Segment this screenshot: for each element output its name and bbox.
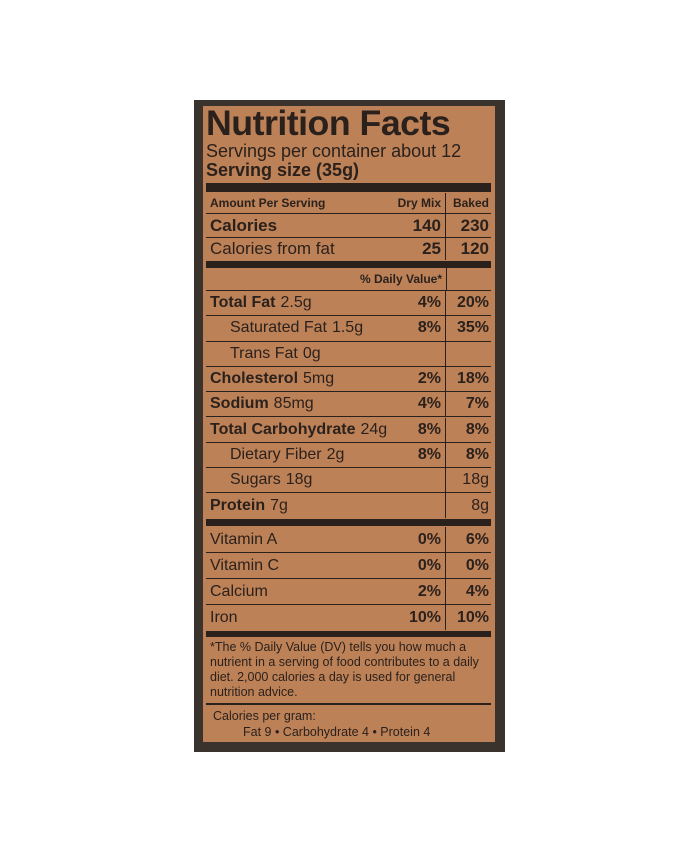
nutrient-name: Total Carbohydrate — [210, 420, 356, 438]
nutrient-amount: 0g — [302, 344, 321, 362]
vitamin-name: Vitamin A — [206, 531, 394, 549]
nutrient-row: Saturated Fat 1.5g 8% 35% — [206, 316, 491, 342]
baked-value: 18g — [462, 471, 489, 489]
calories-per-gram-label: Calories per gram: — [213, 709, 316, 723]
dry-mix-value: 0% — [394, 527, 446, 552]
nutrient-name: Total Fat — [210, 294, 276, 312]
divider — [206, 261, 491, 268]
vitamin-row: Iron 10% 10% — [206, 605, 491, 630]
baked-value: 10% — [456, 608, 489, 626]
calories-label: Calories — [210, 215, 278, 235]
dry-mix-value: 2% — [394, 366, 446, 392]
nutrient-row: Trans Fat 0g — [206, 341, 491, 367]
daily-value-header: % Daily Value* — [206, 268, 491, 291]
baked-value: 4% — [465, 582, 489, 600]
footnote: *The % Daily Value (DV) tells you how mu… — [210, 640, 479, 699]
nutrient-row: Protein 7g 8g — [206, 493, 491, 518]
amount-per-serving: Amount Per Serving — [210, 196, 326, 210]
dry-mix-value — [394, 493, 446, 518]
baked-value: 20% — [456, 294, 489, 312]
nutrient-amount: 5mg — [303, 370, 335, 388]
baked-value: 18% — [456, 370, 489, 388]
dry-mix-value: 0% — [394, 553, 446, 578]
label-title: Nutrition Facts — [206, 104, 451, 143]
baked-value: 7% — [465, 395, 489, 413]
nutrient-name: Vitamin C — [210, 556, 280, 574]
dry-mix-value: 4% — [394, 291, 446, 316]
divider — [206, 519, 491, 526]
nutrient-row: Sodium 85mg 4% 7% — [206, 392, 491, 418]
nutrient-name: Trans Fat 0g — [206, 345, 394, 363]
dry-mix-value: 10% — [394, 605, 446, 630]
nutrient-row: Sugars 18g 18g — [206, 468, 491, 494]
divider — [206, 703, 491, 705]
calories-fat-dry: 25 — [394, 238, 446, 260]
calories-per-gram-values: Fat 9 • Carbohydrate 4 • Protein 4 — [243, 725, 431, 739]
divider — [206, 183, 491, 192]
nutrient-amount: 2g — [326, 445, 345, 463]
nutrient-amount: 18g — [285, 471, 313, 489]
dry-mix-value — [394, 341, 446, 366]
nutrient-name: Total Carbohydrate 24g — [206, 421, 394, 439]
nutrient-row: Total Carbohydrate 24g 8% 8% — [206, 417, 491, 443]
col-dry-mix: Dry Mix — [394, 193, 446, 213]
nutrient-name: Total Fat 2.5g — [206, 294, 394, 312]
calories-fat-row: Calories from fat 25 120 — [206, 238, 491, 260]
calories-fat-label: Calories from fat — [210, 239, 335, 258]
header-row: Amount Per Serving Dry Mix Baked — [206, 193, 491, 214]
vitamin-name: Calcium — [206, 583, 394, 601]
vitamin-row: Vitamin A 0% 6% — [206, 527, 491, 553]
nutrient-name: Sodium 85mg — [206, 395, 394, 413]
nutrient-amount: 24g — [360, 420, 388, 438]
nutrient-name: Cholesterol — [210, 370, 299, 388]
calories-fat-baked: 120 — [460, 239, 489, 258]
vitamin-row: Vitamin C 0% 0% — [206, 553, 491, 579]
baked-value: 8% — [465, 420, 489, 438]
nutrient-row: Dietary Fiber 2g 8% 8% — [206, 442, 491, 469]
serving-size: Serving size (35g) — [206, 160, 360, 180]
baked-value: 35% — [456, 319, 489, 337]
nutrient-amount: 85mg — [273, 395, 314, 413]
baked-value: 6% — [465, 530, 489, 548]
servings-per-container: Servings per container about 12 — [206, 141, 462, 161]
calories-per-gram: Calories per gram: Fat 9 • Carbohydrate … — [213, 708, 430, 740]
nutrient-name: Calcium — [210, 582, 268, 600]
daily-value-label: % Daily Value* — [359, 272, 442, 286]
vitamin-row: Calcium 2% 4% — [206, 579, 491, 605]
nutrient-row: Total Fat 2.5g 4% 20% — [206, 291, 491, 317]
col-baked: Baked — [452, 196, 489, 210]
nutrient-name: Protein — [210, 496, 266, 514]
nutrient-name: Sugars 18g — [206, 471, 394, 489]
nutrient-amount: 1.5g — [331, 319, 364, 337]
vitamin-name: Vitamin C — [206, 557, 394, 575]
calories-dry: 140 — [394, 214, 446, 237]
baked-value: 8g — [471, 496, 489, 514]
calories-baked: 230 — [460, 215, 489, 235]
dry-mix-value: 8% — [394, 316, 446, 341]
vitamin-name: Iron — [206, 609, 394, 627]
baked-value: 0% — [465, 556, 489, 574]
nutrient-name: Iron — [210, 608, 238, 626]
nutrient-name: Protein 7g — [206, 497, 394, 515]
nutrient-name: Saturated Fat 1.5g — [206, 319, 394, 337]
dry-mix-value: 4% — [394, 392, 446, 417]
nutrient-row: Cholesterol 5mg 2% 18% — [206, 366, 491, 393]
calories-row: Calories 140 230 — [206, 214, 491, 238]
nutrient-name: Dietary Fiber 2g — [206, 446, 394, 464]
nutrient-name: Cholesterol 5mg — [206, 370, 394, 388]
nutrient-name: Sugars — [230, 471, 281, 489]
nutrient-amount: 7g — [270, 496, 288, 514]
nutrient-name: Sodium — [210, 395, 269, 413]
nutrient-name: Saturated Fat — [230, 319, 327, 337]
dry-mix-value: 8% — [394, 442, 446, 468]
nutrient-name: Trans Fat — [230, 344, 298, 362]
nutrient-name: Dietary Fiber — [230, 445, 322, 463]
nutrient-amount: 2.5g — [280, 294, 312, 312]
dry-mix-value — [394, 468, 446, 493]
dry-mix-value: 8% — [394, 417, 446, 442]
dry-mix-value: 2% — [394, 579, 446, 604]
baked-value: 8% — [465, 445, 489, 463]
nutrient-name: Vitamin A — [210, 530, 278, 548]
divider — [206, 631, 491, 637]
